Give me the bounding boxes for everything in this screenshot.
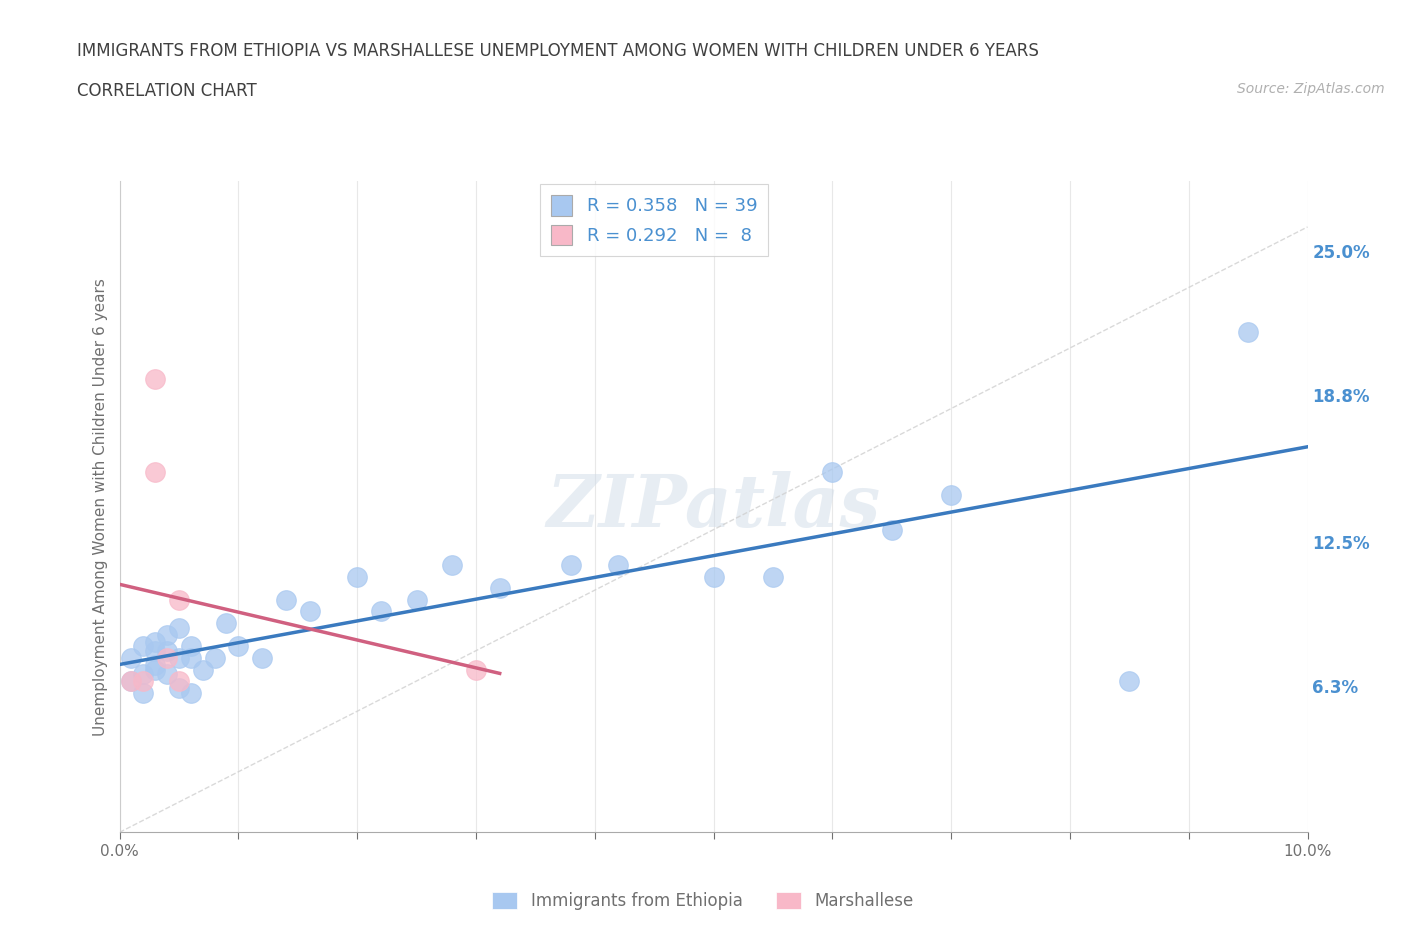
Point bbox=[250, 651, 273, 666]
Point bbox=[762, 569, 785, 584]
Point bbox=[167, 592, 190, 607]
Y-axis label: Unemployment Among Women with Children Under 6 years: Unemployment Among Women with Children U… bbox=[93, 278, 108, 736]
Point bbox=[880, 523, 903, 538]
Point bbox=[120, 651, 142, 666]
Point bbox=[167, 651, 190, 666]
Point bbox=[405, 592, 427, 607]
Point bbox=[488, 580, 510, 596]
Point bbox=[167, 620, 190, 635]
Point bbox=[821, 465, 844, 480]
Point bbox=[143, 662, 166, 677]
Point bbox=[370, 604, 392, 619]
Point bbox=[156, 644, 179, 658]
Point bbox=[156, 667, 179, 682]
Text: IMMIGRANTS FROM ETHIOPIA VS MARSHALLESE UNEMPLOYMENT AMONG WOMEN WITH CHILDREN U: IMMIGRANTS FROM ETHIOPIA VS MARSHALLESE … bbox=[77, 42, 1039, 60]
Text: CORRELATION CHART: CORRELATION CHART bbox=[77, 82, 257, 100]
Point bbox=[298, 604, 321, 619]
Point bbox=[607, 558, 630, 573]
Point bbox=[191, 662, 214, 677]
Point bbox=[120, 674, 142, 689]
Point bbox=[939, 488, 962, 503]
Point bbox=[1237, 326, 1260, 340]
Point bbox=[702, 569, 725, 584]
Text: ZIPatlas: ZIPatlas bbox=[547, 472, 880, 542]
Point bbox=[143, 644, 166, 658]
Legend: R = 0.358   N = 39, R = 0.292   N =  8: R = 0.358 N = 39, R = 0.292 N = 8 bbox=[540, 184, 768, 257]
Point bbox=[156, 651, 179, 666]
Text: Source: ZipAtlas.com: Source: ZipAtlas.com bbox=[1237, 82, 1385, 96]
Point bbox=[464, 662, 486, 677]
Point bbox=[143, 465, 166, 480]
Point bbox=[143, 372, 166, 387]
Point bbox=[228, 639, 250, 654]
Point bbox=[180, 685, 202, 700]
Point bbox=[132, 674, 155, 689]
Point bbox=[180, 651, 202, 666]
Point bbox=[215, 616, 238, 631]
Point bbox=[132, 639, 155, 654]
Point bbox=[143, 658, 166, 672]
Point bbox=[180, 639, 202, 654]
Point bbox=[167, 681, 190, 696]
Point bbox=[441, 558, 464, 573]
Point bbox=[204, 651, 226, 666]
Point bbox=[1118, 674, 1140, 689]
Point bbox=[120, 674, 142, 689]
Point bbox=[346, 569, 368, 584]
Point bbox=[143, 634, 166, 649]
Point bbox=[560, 558, 582, 573]
Legend: Immigrants from Ethiopia, Marshallese: Immigrants from Ethiopia, Marshallese bbox=[485, 885, 921, 917]
Point bbox=[167, 674, 190, 689]
Point bbox=[132, 685, 155, 700]
Point bbox=[274, 592, 297, 607]
Point bbox=[132, 667, 155, 682]
Point bbox=[156, 628, 179, 643]
